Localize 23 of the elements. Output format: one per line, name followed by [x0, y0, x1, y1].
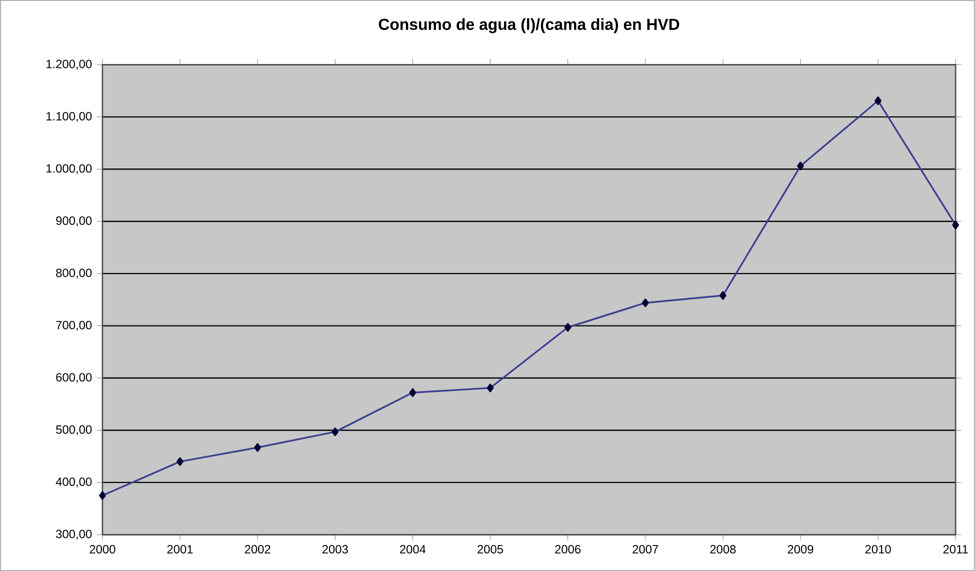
- x-tick-label: 2004: [400, 545, 426, 554]
- x-tick-label: 2005: [478, 545, 504, 554]
- x-tick-label: 2000: [90, 545, 116, 554]
- y-tick-label: 600,00: [56, 373, 92, 383]
- chart-title: Consumo de agua (l)/(cama dia) en HVD: [378, 18, 680, 34]
- y-tick-label: 900,00: [56, 216, 92, 226]
- y-tick-label: 400,00: [56, 477, 92, 488]
- x-tick-label: 2010: [865, 545, 891, 554]
- y-tick-label: 1.200,00: [46, 60, 92, 70]
- x-tick-label: 2006: [555, 545, 581, 554]
- y-tick-label: 800,00: [56, 268, 92, 278]
- y-tick-label: 500,00: [56, 425, 92, 436]
- x-tick-label: 2011: [943, 545, 968, 554]
- x-tick-label: 2009: [788, 545, 814, 554]
- y-tick-label: 300,00: [56, 530, 92, 540]
- x-tick-label: 2001: [167, 545, 193, 554]
- x-tick-label: 2002: [244, 545, 270, 554]
- x-tick-label: 2007: [632, 545, 658, 554]
- y-tick-label: 700,00: [56, 320, 92, 331]
- x-tick-label: 2003: [322, 545, 348, 554]
- y-tick-label: 1.100,00: [46, 112, 92, 122]
- x-tick-label: 2008: [710, 545, 736, 554]
- y-tick-label: 1.000,00: [46, 164, 92, 174]
